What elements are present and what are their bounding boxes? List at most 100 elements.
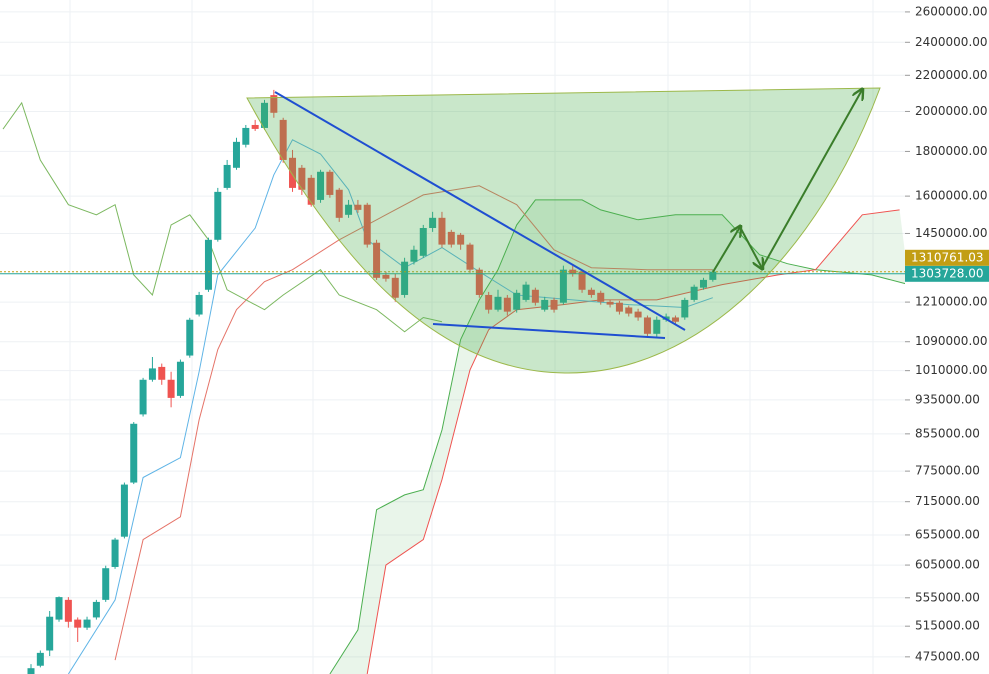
candle-body — [261, 102, 268, 128]
cup-pattern — [246, 87, 881, 374]
candle-body — [195, 294, 203, 315]
y-tick-label: 1600000.00 — [915, 189, 988, 203]
candle-body — [531, 289, 539, 303]
candle-body — [597, 292, 605, 302]
y-tick-label: 475000.00 — [915, 649, 980, 663]
y-tick-label: 1800000.00 — [915, 144, 988, 158]
candle-body — [410, 249, 418, 262]
y-tick-label: 655000.00 — [915, 527, 980, 541]
y-tick-label: 935000.00 — [915, 392, 980, 406]
candle-body — [457, 234, 465, 245]
y-tick-label: 2000000.00 — [915, 104, 988, 118]
candle-body — [214, 191, 222, 240]
y-tick-label: 775000.00 — [915, 464, 980, 478]
candle-body — [681, 299, 689, 318]
data-layer — [0, 89, 910, 674]
candle-body — [279, 119, 287, 160]
y-tick-label: 1010000.00 — [915, 363, 988, 377]
y-tick-label: 715000.00 — [915, 494, 980, 508]
candle-body — [522, 284, 530, 300]
candle-body — [307, 177, 315, 205]
candle-body — [550, 299, 558, 310]
candle-body — [167, 379, 175, 398]
time-grid — [69, 0, 874, 674]
candle-body — [242, 127, 250, 145]
candle-body — [326, 171, 334, 195]
y-tick-label: 2200000.00 — [915, 68, 988, 82]
candle-body — [699, 279, 707, 288]
candle-body — [204, 239, 212, 290]
candle-body — [382, 274, 390, 279]
y-tick-label: 2400000.00 — [915, 35, 988, 49]
y-tick-label: 1210000.00 — [915, 295, 988, 309]
candle-body — [130, 423, 138, 483]
candle-body — [475, 269, 483, 295]
candle-body — [111, 539, 119, 567]
projection-arrow — [712, 227, 740, 273]
y-tick-label: 1450000.00 — [915, 226, 988, 240]
price-axis: 2600000.00 2400000.00 2200000.00 2000000.00… — [905, 0, 989, 674]
candle-body — [298, 167, 306, 190]
candle-body — [186, 319, 194, 356]
candle-body — [289, 157, 297, 188]
candle-body — [513, 292, 521, 310]
candle-body — [494, 296, 502, 310]
y-tick-label: 555000.00 — [915, 590, 980, 604]
candle-body — [46, 616, 54, 651]
trend-line — [432, 323, 666, 339]
candle-body — [419, 228, 427, 256]
candle-body — [429, 217, 437, 229]
candle-body — [625, 307, 633, 314]
candle-body — [345, 204, 353, 215]
price-label-box — [905, 249, 989, 266]
candle-body — [485, 294, 493, 310]
price-label: 1303728.00 — [911, 266, 984, 280]
candle-body — [541, 299, 549, 310]
y-tick-label: 515000.00 — [915, 619, 980, 633]
candle-body — [317, 171, 325, 200]
candle-body — [559, 269, 567, 303]
candle-body — [55, 597, 63, 620]
cloud-span — [329, 199, 910, 674]
candle-body — [120, 484, 128, 537]
candle-body — [176, 361, 184, 396]
candle-body — [251, 124, 259, 129]
candle-body — [363, 204, 371, 245]
candle-body — [634, 311, 642, 318]
candle-body — [438, 217, 446, 245]
y-tick-label: 2600000.00 — [915, 4, 988, 18]
candle-body — [653, 319, 661, 334]
candle-body — [401, 261, 409, 295]
candle-body — [148, 368, 156, 380]
candle-body — [503, 297, 511, 312]
candle-body — [27, 668, 35, 674]
y-tick-label: 855000.00 — [915, 426, 980, 440]
candle-body — [578, 271, 586, 290]
candle-body — [232, 141, 240, 168]
candle-body — [139, 379, 147, 415]
candle-body — [102, 568, 110, 600]
candle-body — [74, 619, 82, 628]
candle-body — [354, 204, 362, 210]
indicator-line — [2, 101, 443, 333]
cloud-fill — [329, 199, 909, 674]
projection-arrow — [761, 90, 862, 269]
candle-body — [671, 317, 679, 322]
candle-body — [606, 301, 614, 305]
price-label-box — [905, 265, 989, 282]
drawings — [246, 87, 881, 374]
candle-body — [92, 601, 100, 618]
candle-body — [391, 277, 399, 298]
candle-body — [690, 286, 698, 300]
candle-body — [615, 302, 623, 312]
candle-body — [466, 244, 474, 270]
candle-body — [158, 366, 166, 380]
projection-arrow — [739, 226, 762, 268]
trend-line — [274, 91, 686, 331]
candle-body — [36, 652, 44, 666]
y-tick-label: 1090000.00 — [915, 334, 988, 348]
candle-body — [335, 189, 343, 218]
candle-body — [64, 599, 72, 622]
